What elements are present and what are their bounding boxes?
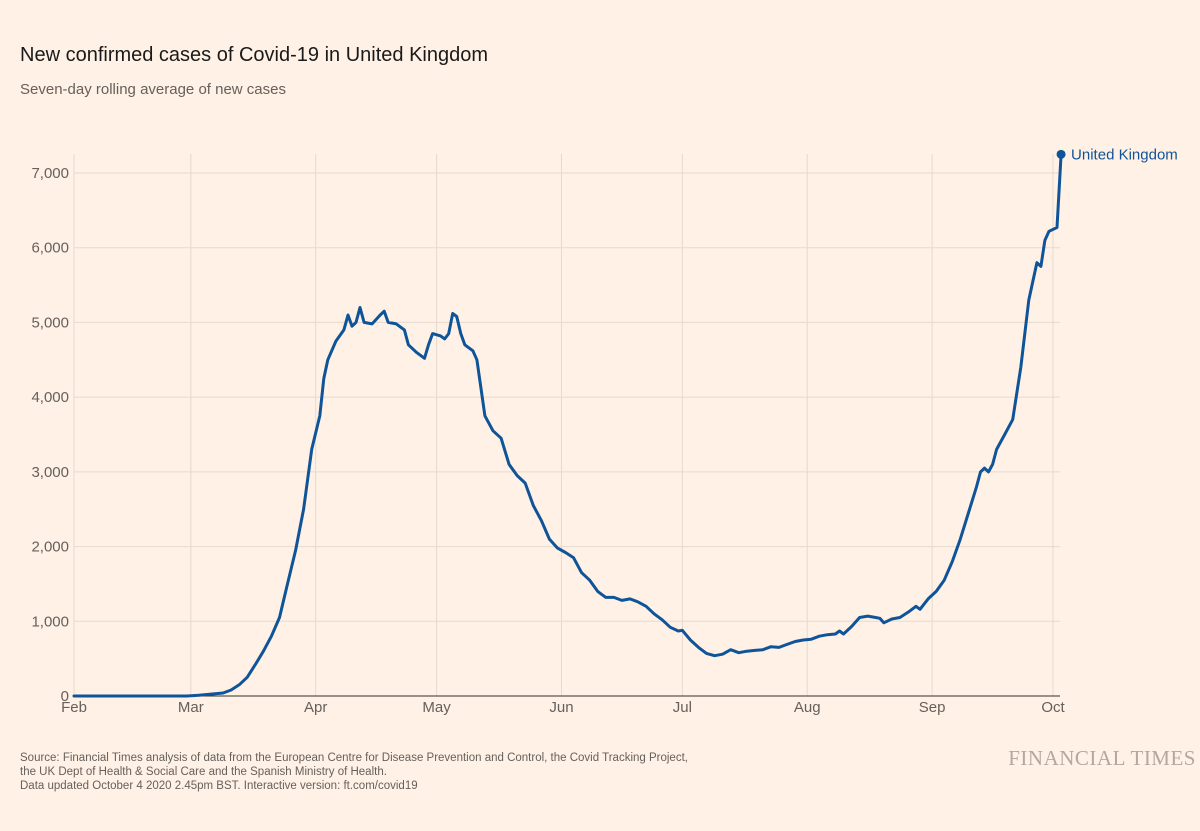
x-tick-label: Sep <box>919 699 946 716</box>
source-line-3: Data updated October 4 2020 2.45pm BST. … <box>20 780 418 792</box>
source-line-2: the UK Dept of Health & Social Care and … <box>20 766 387 778</box>
source-note: Source: Financial Times analysis of data… <box>20 751 688 793</box>
y-tick-labels: 0 1,000 2,000 3,000 4,000 5,000 6,000 7,000 <box>31 165 69 705</box>
y-grid-group <box>74 172 1060 622</box>
series-label: United Kingdom <box>1071 146 1178 163</box>
source-line-1: Source: Financial Times analysis of data… <box>20 752 688 764</box>
chart-title: New confirmed cases of Covid-19 in Unite… <box>20 44 488 66</box>
x-tick-label: Aug <box>794 699 821 716</box>
y-tick-label: 3,000 <box>31 464 69 481</box>
x-tick-label: Apr <box>304 699 327 716</box>
series-end-marker <box>1056 149 1066 159</box>
y-tick-label: 5,000 <box>31 314 69 331</box>
x-grid-group <box>73 154 1054 696</box>
y-tick-label: 0 <box>61 688 69 705</box>
series-line <box>72 152 1063 698</box>
x-tick-label: Feb <box>61 699 87 716</box>
x-tick-label: Mar <box>178 699 204 716</box>
y-tick-label: 2,000 <box>31 539 69 556</box>
x-tick-label: May <box>422 699 451 716</box>
x-tick-label: Oct <box>1041 699 1065 716</box>
chart-subtitle: Seven-day rolling average of new cases <box>20 81 286 98</box>
y-tick-label: 4,000 <box>31 389 69 406</box>
series-group: United Kingdom <box>72 146 1178 698</box>
x-tick-label: Jul <box>673 699 692 716</box>
financial-times-logo: FINANCIAL TIMES <box>1008 746 1196 770</box>
y-tick-label: 6,000 <box>31 240 69 257</box>
y-tick-label: 1,000 <box>31 613 69 630</box>
x-tick-labels: Feb Mar Apr May Jun Jul Aug Sep Oct <box>61 699 1065 716</box>
x-tick-label: Jun <box>549 699 573 716</box>
y-tick-label: 7,000 <box>31 165 69 182</box>
